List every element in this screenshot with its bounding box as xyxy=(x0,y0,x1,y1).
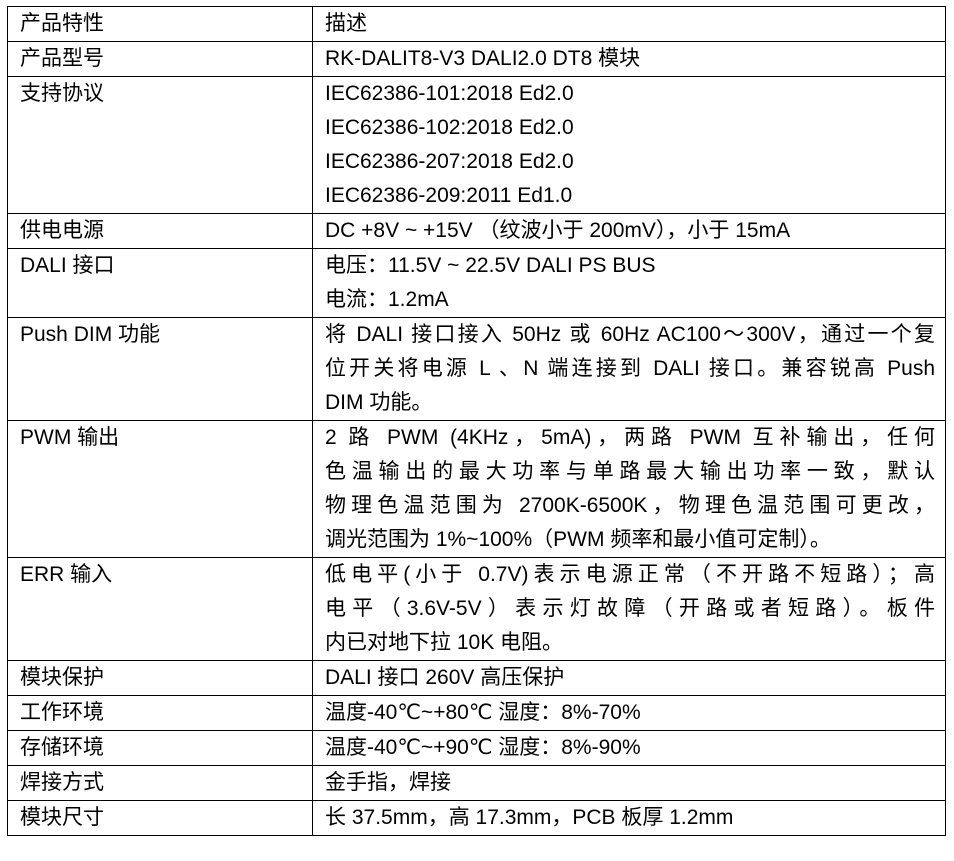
description-line: 电流：1.2mA xyxy=(325,288,449,311)
table-row: 焊接方式 金手指，焊接 xyxy=(7,765,946,801)
description-line: IEC62386-209:2011 Ed1.0 xyxy=(325,184,573,207)
table-row: 工作环境 温度-40℃~+80℃ 湿度：8%-70% xyxy=(7,695,946,731)
description-line: 温度-40℃~+80℃ 湿度：8%-70% xyxy=(325,701,641,724)
description-line: 金手指，焊接 xyxy=(325,771,451,794)
description-cell: DC +8V ~ +15V （纹波小于 200mV），小于 15mA xyxy=(312,213,946,249)
description-line: DIM 功能。 xyxy=(325,391,433,414)
description-line: 调光范围为 1%~100%（PWM 频率和最小值可定制）。 xyxy=(325,528,831,551)
feature-cell: 焊接方式 xyxy=(7,765,313,801)
feature-cell: 支持协议 xyxy=(7,76,313,214)
table-row: Push DIM 功能将 DALI 接口接入 50Hz 或 60Hz AC100… xyxy=(7,317,946,421)
feature-cell: 产品型号 xyxy=(7,41,313,77)
description-line: IEC62386-101:2018 Ed2.0 xyxy=(325,82,574,105)
description-line: RK-DALIT8-V3 DALI2.0 DT8 模块 xyxy=(325,47,641,70)
description-cell: 温度-40℃~+90℃ 湿度：8%-90% xyxy=(312,730,946,766)
feature-cell: Push DIM 功能 xyxy=(7,317,313,421)
description-line: 内已对地下拉 10K 电阻。 xyxy=(325,631,564,654)
description-line: 低电平(小于 0.7V)表示电源正常（不开路不短路）；高 xyxy=(325,563,935,586)
description-line: 2 路 PWM (4KHz，5mA)，两路 PWM 互补输出，任何 xyxy=(325,426,935,449)
feature-cell: 供电电源 xyxy=(7,213,313,249)
feature-cell: 存储环境 xyxy=(7,730,313,766)
description-line: IEC62386-207:2018 Ed2.0 xyxy=(325,150,574,173)
feature-cell: ERR 输入 xyxy=(7,557,313,661)
description-line: 长 37.5mm，高 17.3mm，PCB 板厚 1.2mm xyxy=(325,806,734,829)
table-row: 供电电源 DC +8V ~ +15V （纹波小于 200mV），小于 15mA xyxy=(7,213,946,249)
feature-cell: 工作环境 xyxy=(7,695,313,731)
feature-cell: 模块保护 xyxy=(7,660,313,696)
table-row: 支持协议 IEC62386-101:2018 Ed2.0 IEC62386-102:… xyxy=(7,76,946,214)
description-line: DC +8V ~ +15V （纹波小于 200mV），小于 15mA xyxy=(325,219,791,242)
description-line: 位开关将电源 L 、N 端连接到 DALI 接口。兼容锐高 Push xyxy=(325,357,935,380)
description-cell: 电压：11.5V ~ 22.5V DALI PS BUS 电流：1.2mA xyxy=(312,248,946,318)
feature-cell: 模块尺寸 xyxy=(7,800,313,836)
feature-cell: PWM 输出 xyxy=(7,420,313,558)
description-line: 色温输出的最大功率与单路最大输出功率一致，默认 xyxy=(325,460,935,483)
description-line: 电压：11.5V ~ 22.5V DALI PS BUS xyxy=(325,254,656,277)
table-row: ERR 输入 低电平(小于 0.7V)表示电源正常（不开路不短路）；高 电平（3.6… xyxy=(7,557,946,661)
description-line: IEC62386-102:2018 Ed2.0 xyxy=(325,116,574,139)
table-row: 模块保护 DALI 接口 260V 高压保护 xyxy=(7,660,946,696)
description-cell: 金手指，焊接 xyxy=(312,765,946,801)
description-cell: 长 37.5mm，高 17.3mm，PCB 板厚 1.2mm xyxy=(312,800,946,836)
description-cell: 将 DALI 接口接入 50Hz 或 60Hz AC100～300V，通过一个复… xyxy=(312,317,946,421)
description-line: 温度-40℃~+90℃ 湿度：8%-90% xyxy=(325,736,641,759)
header-feature: 产品特性 xyxy=(7,6,313,42)
description-line: DALI 接口 260V 高压保护 xyxy=(325,666,565,689)
description-cell: 温度-40℃~+80℃ 湿度：8%-70% xyxy=(312,695,946,731)
description-cell: DALI 接口 260V 高压保护 xyxy=(312,660,946,696)
header-description: 描述 xyxy=(312,6,946,42)
feature-cell: DALI 接口 xyxy=(7,248,313,318)
description-cell: 2 路 PWM (4KHz，5mA)，两路 PWM 互补输出，任何 色温输出的最大… xyxy=(312,420,946,558)
table-row: PWM 输出 2 路 PWM (4KHz，5mA)，两路 PWM 互补输出，任何色… xyxy=(7,420,946,558)
description-line: 将 DALI 接口接入 50Hz 或 60Hz AC100～300V，通过一个复 xyxy=(325,323,935,346)
description-cell: 低电平(小于 0.7V)表示电源正常（不开路不短路）；高 电平（3.6V-5V）表… xyxy=(312,557,946,661)
table-row: 存储环境 温度-40℃~+90℃ 湿度：8%-90% xyxy=(7,730,946,766)
description-cell: IEC62386-101:2018 Ed2.0 IEC62386-102:2018… xyxy=(312,76,946,214)
product-spec-table: 产品特性 描述 产品型号 RK-DALIT8-V3 DALI2.0 DT8 模块支… xyxy=(7,6,946,836)
table-row: DALI 接口 电压：11.5V ~ 22.5V DALI PS BUS 电流：1.… xyxy=(7,248,946,318)
table-row: 产品型号 RK-DALIT8-V3 DALI2.0 DT8 模块 xyxy=(7,41,946,77)
table-header-row: 产品特性 描述 xyxy=(7,6,946,42)
description-cell: RK-DALIT8-V3 DALI2.0 DT8 模块 xyxy=(312,41,946,77)
description-line: 物理色温范围为 2700K-6500K，物理色温范围可更改， xyxy=(325,494,935,517)
table-row: 模块尺寸长 37.5mm，高 17.3mm，PCB 板厚 1.2mm xyxy=(7,800,946,836)
description-line: 电平（3.6V-5V）表示灯故障（开路或者短路）。板件 xyxy=(325,597,935,620)
